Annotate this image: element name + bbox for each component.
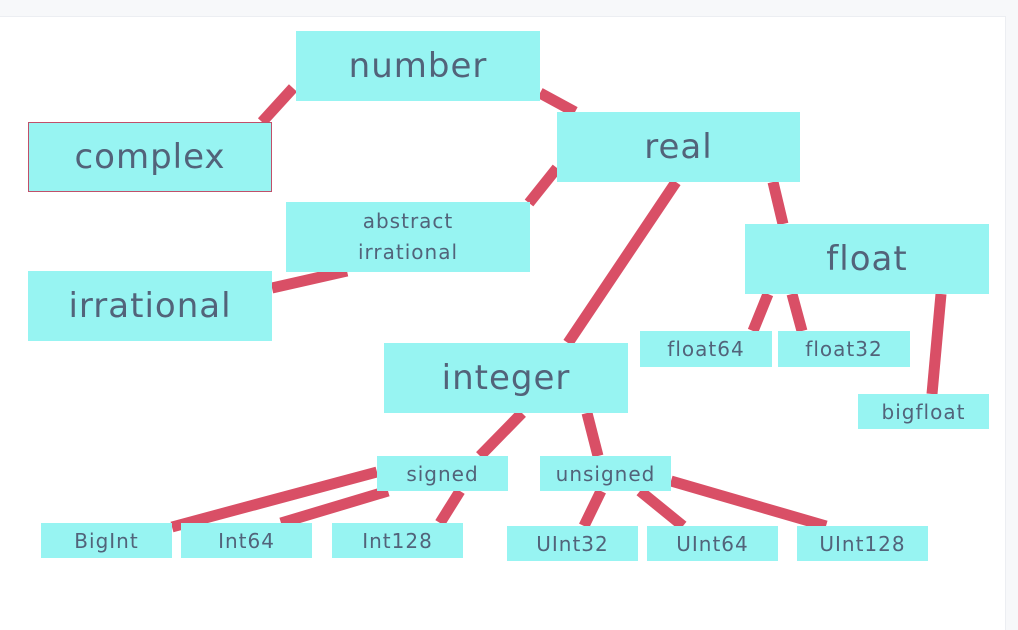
edge-abstract-irrational-irrational	[270, 265, 349, 294]
edge-unsigned-uint64	[636, 486, 687, 531]
node-integer: integer	[384, 343, 628, 413]
node-unsigned: unsigned	[540, 456, 671, 491]
edge-signed-bigint	[170, 466, 379, 533]
edge-integer-signed	[476, 409, 526, 460]
edge-number-real	[537, 88, 578, 117]
node-int128: Int128	[332, 523, 463, 558]
edge-real-float	[767, 180, 789, 226]
node-uint64: UInt64	[647, 526, 778, 561]
node-int64: Int64	[181, 523, 312, 558]
node-real: real	[557, 112, 800, 182]
edge-float-bigfloat	[926, 293, 947, 395]
edge-unsigned-uint32	[579, 488, 606, 529]
node-signed: signed	[377, 456, 508, 491]
edge-float-float64	[747, 291, 774, 334]
node-bigint: BigInt	[41, 523, 172, 558]
node-abstract-irrational: abstract irrational	[286, 202, 530, 272]
edge-real-integer	[563, 178, 681, 347]
top-border	[0, 0, 1018, 17]
node-irrational: irrational	[28, 271, 272, 341]
node-uint128: UInt128	[797, 526, 928, 561]
edge-signed-int64	[279, 485, 390, 529]
node-bigfloat: bigfloat	[858, 394, 989, 429]
edge-real-abstract-irrational	[524, 164, 562, 207]
edge-integer-unsigned	[581, 411, 604, 458]
edge-float-float32	[786, 292, 808, 333]
node-uint32: UInt32	[507, 526, 638, 561]
node-float32: float32	[778, 331, 910, 367]
node-number: number	[296, 31, 540, 101]
node-float64: float64	[640, 331, 772, 367]
edge-unsigned-uint128	[669, 475, 828, 532]
edge-number-complex	[257, 84, 298, 126]
edge-signed-int128	[435, 488, 465, 526]
node-complex: complex	[28, 122, 272, 192]
node-float: float	[745, 224, 989, 294]
right-border	[1005, 16, 1018, 630]
